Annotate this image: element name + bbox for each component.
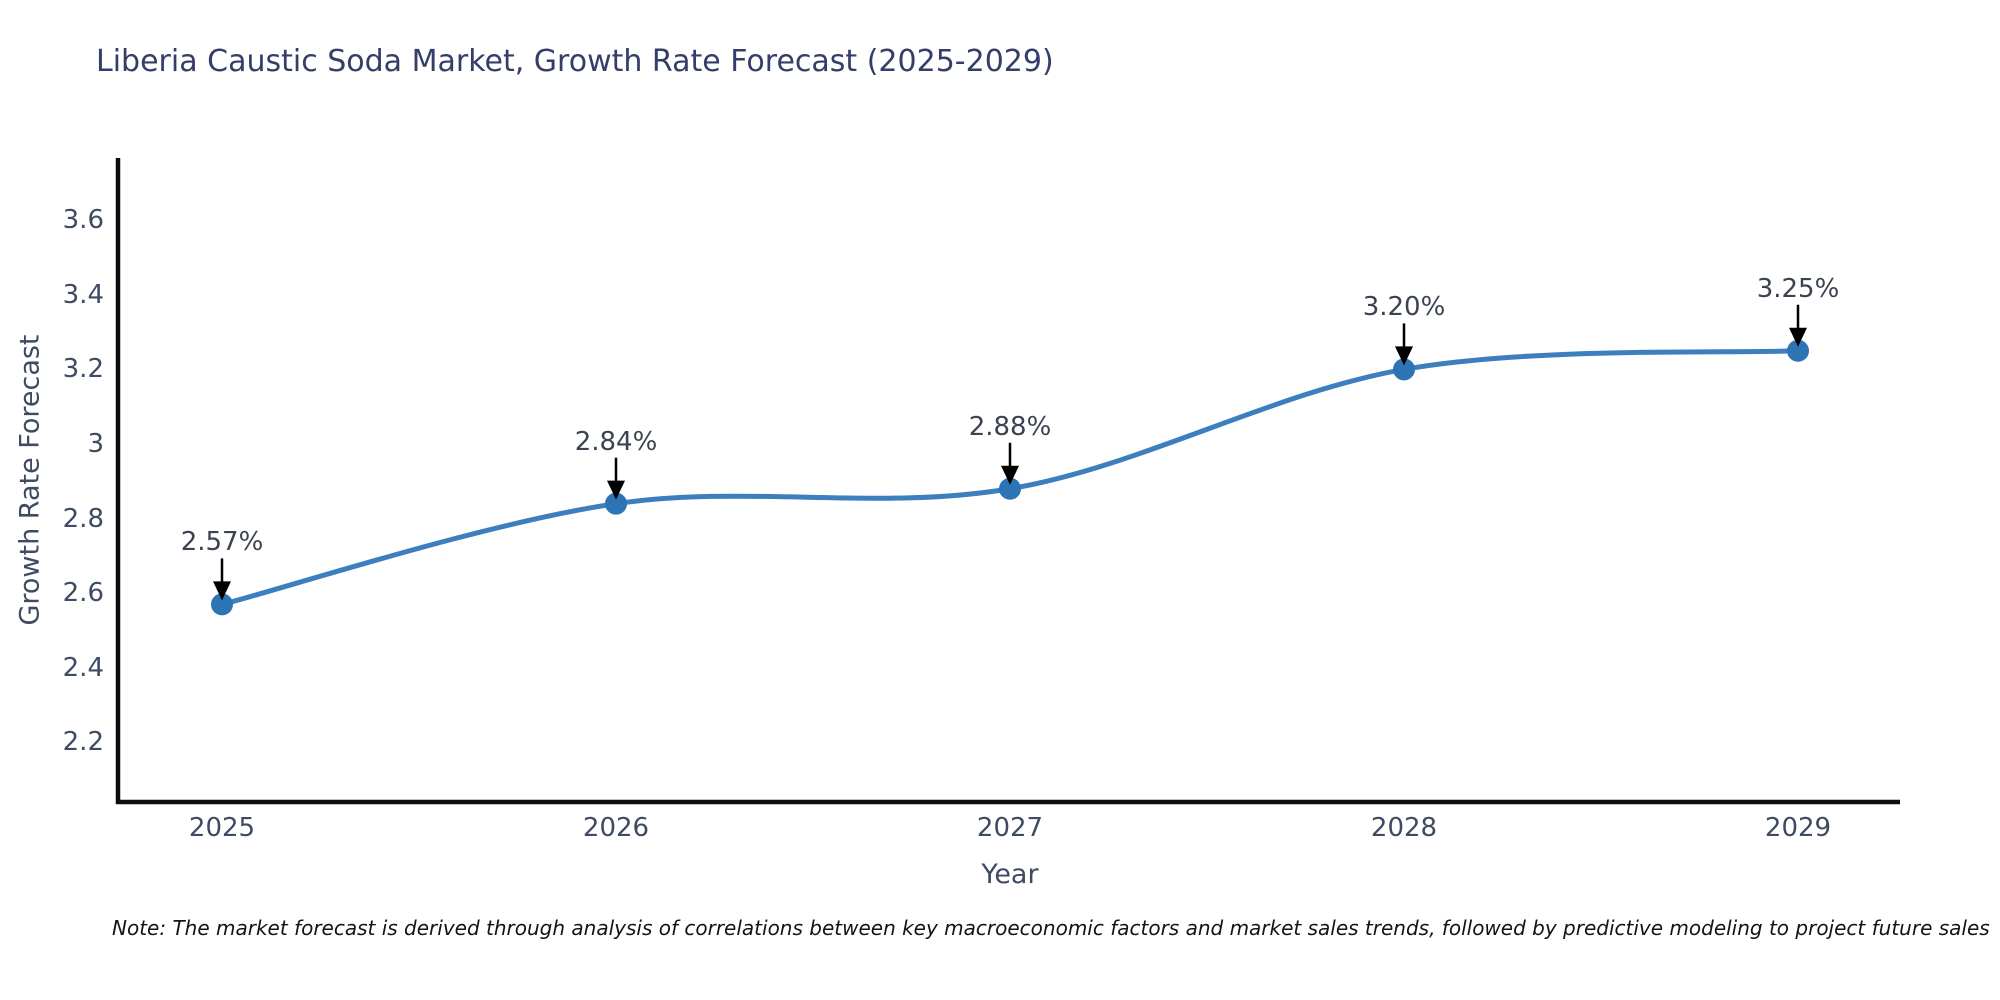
data-point-marker (211, 593, 233, 616)
point-annotation: 2.57% (180, 527, 264, 558)
y-tick-label: 2.8 (62, 503, 104, 534)
footnote: Note: The market forecast is derived thr… (112, 916, 1990, 940)
y-tick-label: 2.4 (62, 652, 104, 683)
chart-title: Liberia Caustic Soda Market, Growth Rate… (96, 44, 1054, 79)
point-annotation: 2.84% (574, 426, 658, 457)
x-tick-label: 2026 (582, 813, 650, 843)
annotation-arrowhead (1395, 346, 1413, 366)
x-tick-label: 2029 (1764, 813, 1832, 843)
y-tick-label: 3 (87, 429, 104, 459)
y-tick-label: 3.4 (62, 279, 104, 310)
axis-line (115, 158, 1900, 805)
x-tick-label: 2025 (188, 813, 256, 843)
y-tick-label: 2.2 (62, 727, 104, 758)
y-tick-label: 2.6 (62, 578, 104, 609)
annotation-arrowhead (1001, 465, 1019, 485)
y-tick-label: 3.2 (62, 354, 104, 385)
annotation-arrowhead (607, 480, 625, 500)
point-annotation: 3.25% (1756, 273, 1840, 304)
data-point-marker (999, 477, 1021, 500)
annotation-arrowhead (213, 581, 231, 601)
point-annotation: 3.20% (1362, 292, 1446, 323)
x-axis-title: Year (981, 859, 1039, 890)
data-point-marker (1787, 339, 1809, 362)
data-point-marker (1393, 358, 1415, 381)
data-point-marker (605, 492, 627, 515)
annotation-arrowhead (1789, 327, 1807, 347)
x-tick-label: 2027 (976, 813, 1044, 843)
x-tick-label: 2028 (1370, 813, 1438, 843)
point-annotation: 2.88% (968, 411, 1052, 442)
y-tick-label: 3.6 (62, 205, 104, 236)
